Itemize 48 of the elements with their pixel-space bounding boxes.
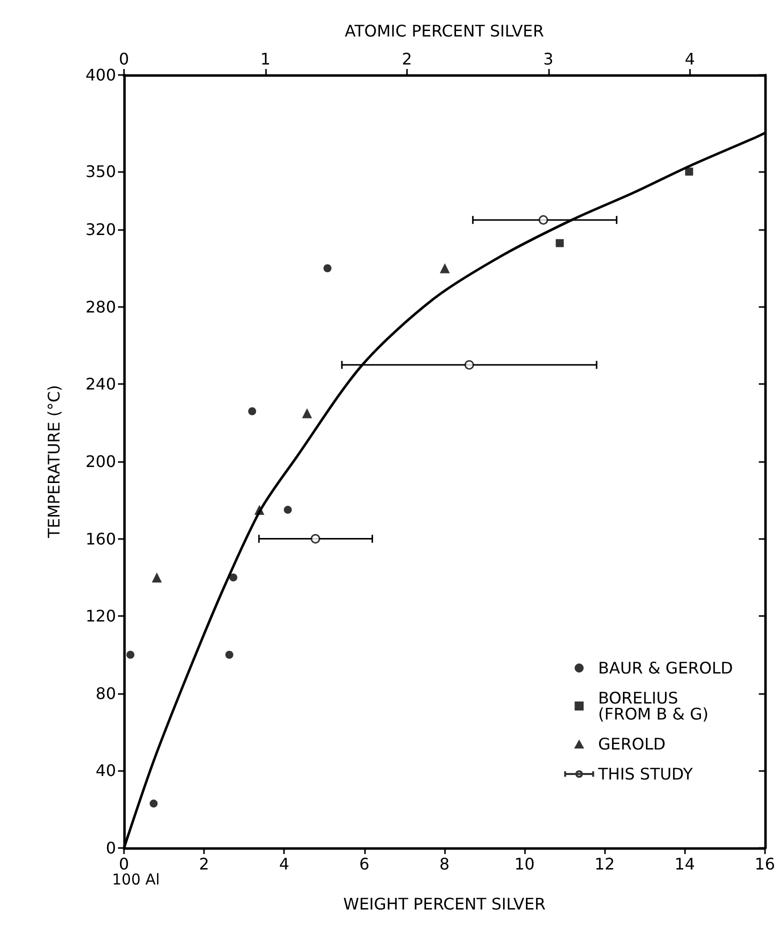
legend-label: BAUR & GEROLD [598, 658, 734, 678]
x-tick-label: 6 [359, 854, 370, 874]
point [440, 263, 450, 274]
point [248, 407, 256, 416]
x-tick-label: 10 [514, 854, 535, 874]
x-tick-label: 0 [118, 854, 130, 874]
point [556, 239, 564, 248]
x2-axis-title: ATOMIC PERCENT SILVER [344, 22, 544, 40]
y-tick-label: 240 [85, 374, 116, 394]
point [323, 264, 332, 272]
legend-label: BORELIUS (FROM B & G) [598, 688, 708, 724]
y-tick-label: 400 [85, 66, 116, 84]
y-tick-label: 350 [85, 162, 116, 182]
point [310, 534, 320, 544]
point [150, 800, 158, 808]
x-tick-label: 8 [439, 854, 450, 874]
x-axis-title: WEIGHT PERCENT SILVER [343, 894, 546, 914]
x-tick-label: 14 [674, 854, 695, 874]
x2-tick-label: 4 [684, 50, 695, 68]
text: 100 Al [112, 870, 160, 888]
x2-tick-label: 2 [402, 50, 412, 68]
y-tick-label: 160 [85, 529, 116, 548]
y-tick-label: 200 [85, 452, 116, 471]
point [685, 168, 694, 176]
x-tick-label: 4 [279, 854, 290, 874]
x2-tick-label: 0 [118, 50, 130, 68]
point [302, 408, 312, 418]
y-tick-label: 280 [85, 297, 116, 316]
point [284, 506, 292, 514]
point [538, 215, 548, 225]
y-tick-label: 80 [96, 684, 116, 703]
y-tick-label: 0 [106, 838, 116, 858]
point [225, 650, 234, 659]
x-tick-label: 16 [754, 854, 775, 874]
point [126, 650, 134, 659]
y-tick-label: 40 [96, 761, 116, 780]
y-tick-label: 320 [85, 220, 116, 240]
y-tick-label: 120 [85, 606, 116, 626]
legend-label: THIS STUDY [597, 764, 693, 784]
y-axis-title: TEMPERATURE (°C) [44, 384, 64, 540]
point [464, 360, 474, 370]
point [229, 573, 238, 582]
legend-label: GEROLD [598, 734, 666, 754]
x-tick-label: 2 [199, 854, 210, 874]
x-tick-label: 12 [594, 854, 615, 874]
x2-tick-label: 1 [260, 50, 271, 68]
point [152, 572, 162, 582]
x2-tick-label: 3 [543, 50, 554, 68]
